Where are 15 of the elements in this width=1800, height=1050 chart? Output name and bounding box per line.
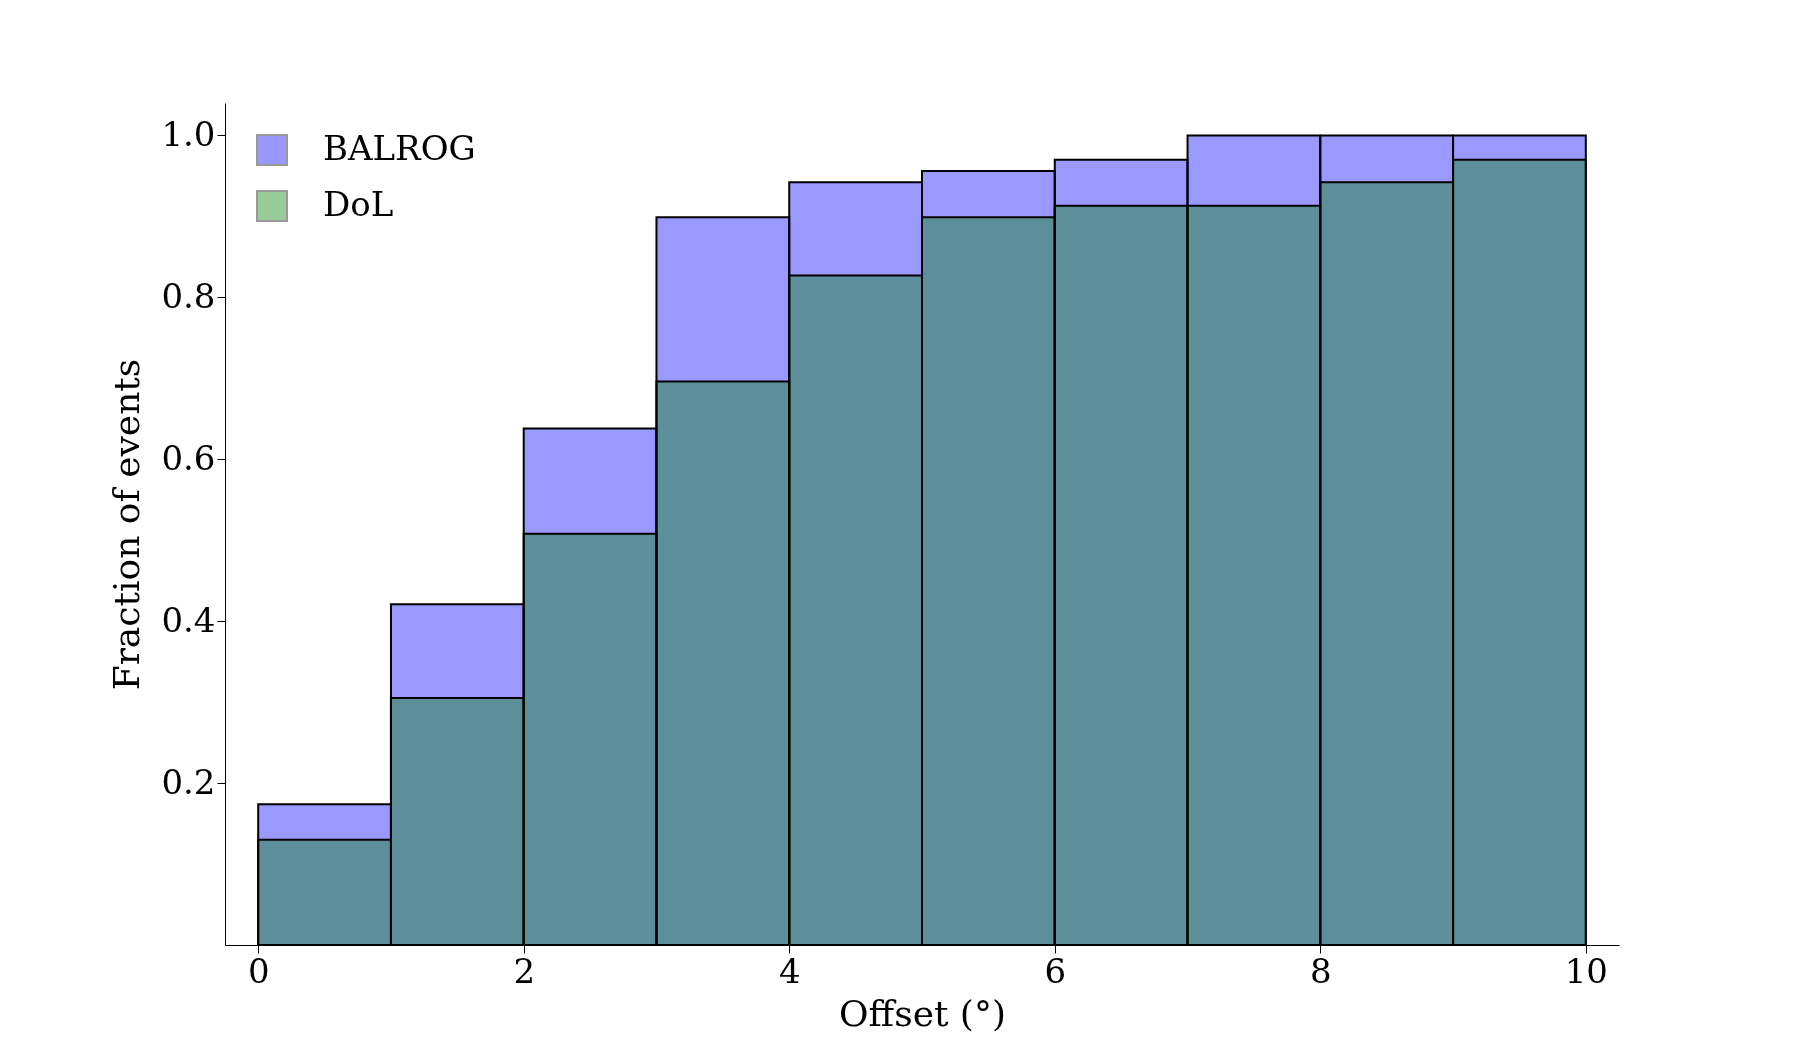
y-axis-title: Fraction of events <box>106 358 148 691</box>
y-tick-label: 0.4 <box>161 599 216 640</box>
x-tick-label: 8 <box>1309 950 1332 991</box>
y-tick-label: 0.2 <box>161 761 216 802</box>
x-tick-label: 2 <box>513 950 536 991</box>
legend-label: BALROG <box>323 128 476 168</box>
y-tick-label: 0.6 <box>161 437 216 478</box>
x-tick-label: 4 <box>778 950 801 991</box>
y-tick-label: 0.8 <box>161 275 216 316</box>
x-axis-title: Offset (°) <box>839 992 1006 1034</box>
x-tick-label: 10 <box>1564 950 1608 991</box>
x-tick-label: 0 <box>247 950 270 991</box>
legend-label: DoL <box>323 184 394 224</box>
y-tick-label: 1.0 <box>161 113 216 154</box>
x-tick-label: 6 <box>1044 950 1067 991</box>
